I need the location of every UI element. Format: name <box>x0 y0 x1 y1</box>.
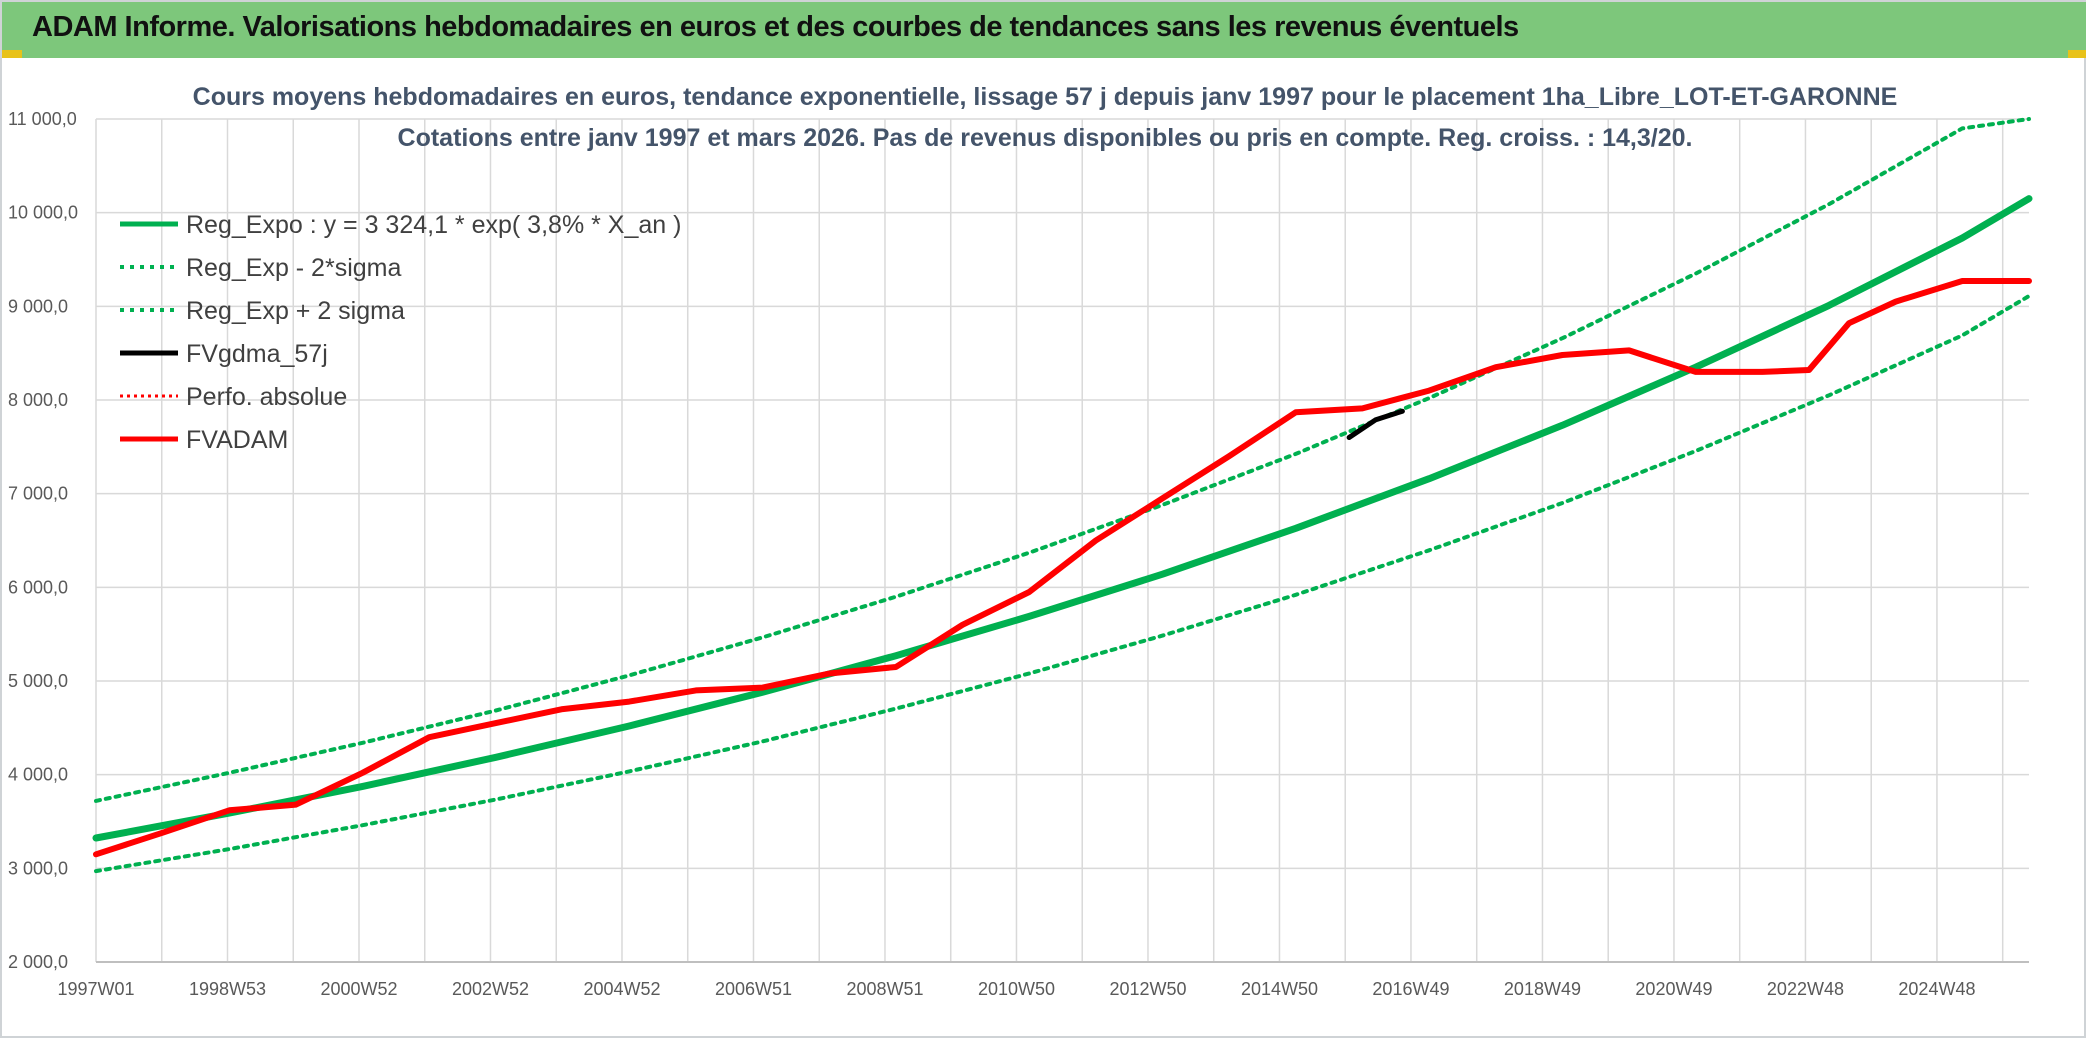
x-tick-label: 2018W49 <box>1504 979 1581 999</box>
x-tick-label: 2022W48 <box>1767 979 1844 999</box>
legend-label: Reg_Expo : y = 3 324,1 * exp( 3,8% * X_a… <box>186 211 681 239</box>
legend-label: Perfo. absolue <box>186 383 347 411</box>
x-tick-label: 2020W49 <box>1635 979 1712 999</box>
y-tick-label: 6 000,0 <box>8 577 68 597</box>
x-tick-label: 2016W49 <box>1372 979 1449 999</box>
x-tick-label: 2024W48 <box>1898 979 1975 999</box>
legend: Reg_Expo : y = 3 324,1 * exp( 3,8% * X_a… <box>120 211 681 454</box>
series-line-2 <box>94 117 2031 803</box>
series-line-3 <box>1346 408 1405 440</box>
x-tick-label: 2002W52 <box>452 979 529 999</box>
y-tick-label: 10 000,0 <box>8 203 78 223</box>
series-line-1 <box>94 294 2031 874</box>
x-tick-label: 2004W52 <box>583 979 660 999</box>
y-tick-label: 3 000,0 <box>8 858 68 878</box>
y-tick-label: 4 000,0 <box>8 765 68 785</box>
x-tick-label: 2006W51 <box>715 979 792 999</box>
x-tick-label: 2010W50 <box>978 979 1055 999</box>
legend-label: FVgdma_57j <box>186 340 328 368</box>
x-tick-label: 1997W01 <box>57 979 134 999</box>
line-chart: 2 000,0 3 000,0 4 000,0 5 000,0 6 000,0 7 000… <box>8 83 2033 999</box>
legend-label: Reg_Exp - 2*sigma <box>186 254 401 282</box>
x-tick-label: 2012W50 <box>1109 979 1186 999</box>
y-tick-label: 11 000,0 <box>8 109 77 129</box>
y-tick-label: 8 000,0 <box>8 390 68 410</box>
chart-title-line1: Cours moyens hebdomadaires en euros, ten… <box>193 83 1898 111</box>
series-lines <box>92 117 2033 874</box>
page-title: ADAM Informe. Valorisations hebdomadaire… <box>32 11 1519 43</box>
x-tick-label: 2000W52 <box>320 979 397 999</box>
series-line-0 <box>92 195 2033 842</box>
legend-label: Reg_Exp + 2 sigma <box>186 297 405 325</box>
grid-lines <box>95 118 2029 963</box>
chart-title-line2: Cotations entre janv 1997 et mars 2026. … <box>398 124 1693 152</box>
y-axis-ticks: 2 000,0 3 000,0 4 000,0 5 000,0 6 000,0 7 000… <box>8 109 78 972</box>
legend-label: FVADAM <box>186 426 288 454</box>
title-banner: ADAM Informe. Valorisations hebdomadaire… <box>2 2 2086 58</box>
x-tick-label: 2008W51 <box>846 979 923 999</box>
y-tick-label: 2 000,0 <box>8 952 68 972</box>
banner-corner-left <box>2 50 22 58</box>
banner-corner-right <box>2068 50 2086 58</box>
x-axis-ticks: 1997W01 1998W53 2000W52 2002W52 2004W52 2006W… <box>57 979 1975 999</box>
series-line-5 <box>93 278 2032 858</box>
y-tick-label: 7 000,0 <box>8 484 68 504</box>
x-tick-label: 1998W53 <box>189 979 266 999</box>
y-tick-label: 9 000,0 <box>8 296 68 316</box>
y-tick-label: 5 000,0 <box>8 671 68 691</box>
x-tick-label: 2014W50 <box>1241 979 1318 999</box>
